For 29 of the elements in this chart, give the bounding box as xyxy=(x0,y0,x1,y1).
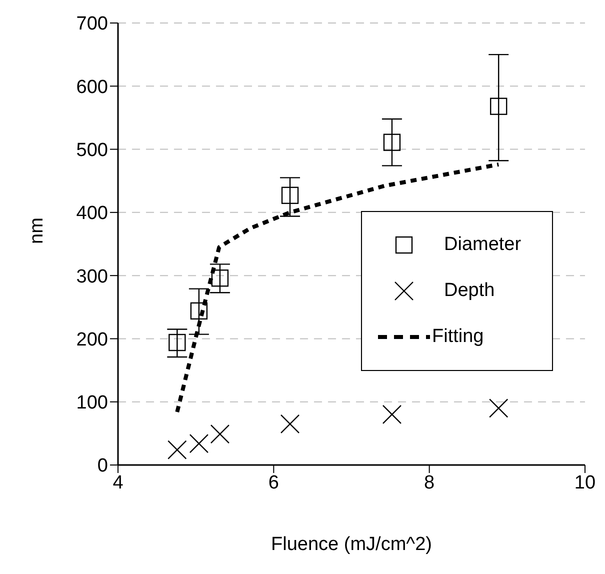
x-tick-label: 8 xyxy=(424,472,435,494)
x-tick-label: 10 xyxy=(574,472,596,494)
legend-label: Fitting xyxy=(432,326,484,348)
point xyxy=(382,404,402,424)
x-axis-title: Fluence (mJ/cm^2) xyxy=(271,534,432,555)
point xyxy=(211,269,229,287)
y-tick-label: 600 xyxy=(76,76,108,98)
y-tick-label: 100 xyxy=(76,392,108,414)
x-tick-label: 6 xyxy=(268,472,279,494)
point xyxy=(490,98,508,115)
y-tick-label: 500 xyxy=(76,140,108,162)
y-tick-label: 200 xyxy=(76,329,108,350)
point xyxy=(281,186,299,204)
y-tick-label: 0 xyxy=(97,456,108,477)
point xyxy=(168,334,186,352)
y-tick-label: 700 xyxy=(76,14,108,35)
point xyxy=(168,440,187,460)
legend-label: Diameter xyxy=(444,234,522,256)
point xyxy=(210,424,230,444)
y-tick-label: 400 xyxy=(76,203,108,224)
y-tick-label: 300 xyxy=(76,266,108,288)
point xyxy=(489,398,508,418)
legend-label: Depth xyxy=(444,280,495,302)
point xyxy=(383,134,401,151)
point xyxy=(189,434,209,454)
y-axis-title: nm xyxy=(26,218,48,244)
point xyxy=(280,414,300,434)
x-tick-label: 4 xyxy=(112,472,124,494)
point xyxy=(190,302,208,320)
